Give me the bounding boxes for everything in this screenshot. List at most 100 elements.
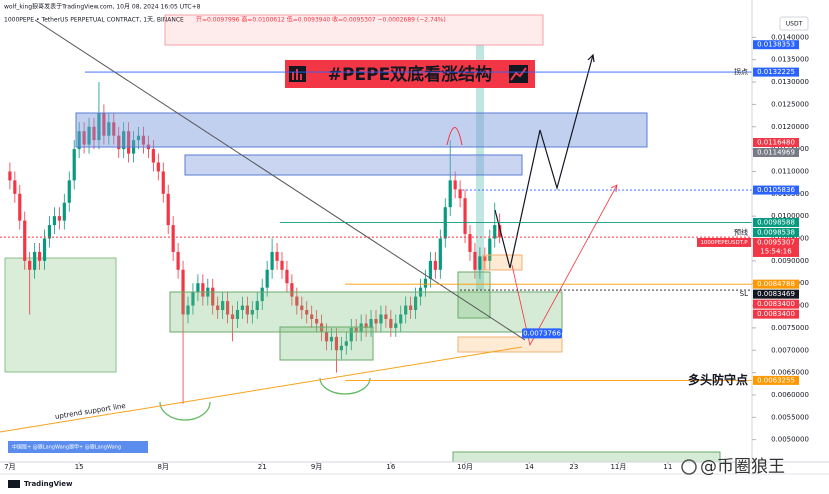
candle-body bbox=[151, 149, 155, 163]
candle-body bbox=[62, 202, 66, 221]
candle-body bbox=[141, 135, 146, 145]
zone bbox=[164, 14, 544, 46]
candle-body bbox=[166, 193, 170, 226]
candle-body bbox=[245, 305, 249, 315]
candle-body bbox=[250, 310, 254, 315]
price-tag-label: 0.0105836 bbox=[757, 186, 795, 194]
candle-body bbox=[359, 323, 363, 333]
x-tick-label: 11 bbox=[663, 463, 672, 471]
price-tag-label: 0.0095307 bbox=[757, 238, 795, 246]
candle-body bbox=[156, 162, 160, 172]
candle-body bbox=[211, 287, 215, 306]
candle-body bbox=[329, 336, 334, 342]
candle-body bbox=[423, 278, 428, 288]
zone bbox=[457, 336, 563, 353]
candle-body bbox=[176, 251, 180, 270]
price-tag bbox=[753, 289, 799, 299]
chart-title: #PEPE双底看涨结构 bbox=[328, 64, 492, 85]
price-tag bbox=[753, 237, 799, 257]
candle-body bbox=[344, 341, 348, 346]
price-tag bbox=[753, 375, 799, 385]
candle-body bbox=[255, 301, 259, 311]
watermark-icon bbox=[681, 459, 697, 475]
price-tag-label: 0.0098588 bbox=[757, 218, 795, 226]
candle-body bbox=[493, 225, 497, 239]
price-tag bbox=[753, 40, 799, 50]
candle-body bbox=[230, 314, 235, 319]
candle-body bbox=[127, 131, 131, 154]
price-tag-label: 0.0098538 bbox=[757, 228, 795, 236]
candle-body bbox=[354, 327, 358, 333]
candle-body bbox=[52, 216, 57, 226]
top-arc bbox=[446, 127, 463, 146]
drawings: uptrend support line #PEPE双底看涨结构 bbox=[0, 19, 721, 463]
candle-body bbox=[389, 318, 393, 328]
candle-body bbox=[369, 318, 373, 328]
candle-body bbox=[409, 305, 413, 311]
ohlc: 开=0.0097996 高=0.0100612 低=0.0093940 收=0.… bbox=[196, 16, 446, 24]
price-tag-label: 0.0083400 bbox=[757, 300, 795, 308]
candle-body bbox=[235, 310, 240, 319]
candle-body bbox=[364, 323, 368, 328]
candle-body bbox=[280, 260, 284, 270]
price-note: 多头防守点 bbox=[688, 372, 748, 387]
symbol-tag bbox=[697, 237, 751, 247]
symbol-label: 1000PEPEUSDT.P bbox=[700, 240, 748, 246]
y-tick-label: 0.0090000 bbox=[771, 257, 809, 265]
y-tick-label: 0.0060000 bbox=[771, 391, 809, 399]
candle-body bbox=[191, 292, 195, 306]
watermark: @币圈狼王 bbox=[700, 457, 785, 477]
y-tick-label: 0.0130000 bbox=[771, 78, 809, 86]
candle-body bbox=[334, 336, 339, 351]
double-bottom-arc bbox=[319, 377, 371, 395]
chart-icon bbox=[289, 66, 306, 82]
candle-body bbox=[463, 198, 467, 235]
zone bbox=[476, 45, 484, 290]
price-tag-label: 0.0116480 bbox=[757, 138, 795, 146]
candle-body bbox=[57, 216, 61, 221]
candle-body bbox=[270, 251, 274, 270]
y-tick-label: 0.0120000 bbox=[771, 123, 809, 131]
price-axis bbox=[752, 0, 829, 474]
candle-body bbox=[498, 225, 502, 238]
y-tick-label: 0.0140000 bbox=[771, 33, 809, 41]
price-tag bbox=[753, 137, 799, 147]
y-tick-label: 0.0065000 bbox=[771, 369, 809, 377]
y-tick-label: 0.0135000 bbox=[771, 56, 809, 64]
candle-body bbox=[275, 251, 279, 261]
x-tick-label: 11月 bbox=[610, 463, 626, 471]
candle-body bbox=[33, 251, 37, 270]
candle-body bbox=[112, 122, 116, 136]
candle-body bbox=[413, 296, 418, 311]
candle-body bbox=[473, 251, 477, 270]
price-tag bbox=[753, 185, 799, 195]
branding: TradingView bbox=[24, 480, 73, 488]
y-tick-label: 0.0110000 bbox=[771, 167, 809, 175]
candle-body bbox=[37, 251, 42, 261]
candle-body bbox=[478, 256, 482, 270]
candle-body bbox=[77, 131, 81, 150]
price-tag bbox=[753, 227, 799, 237]
candle-body bbox=[42, 238, 47, 261]
candle-body bbox=[285, 269, 289, 284]
x-tick-label: 10月 bbox=[457, 463, 473, 471]
x-tick-label: 21 bbox=[258, 463, 267, 471]
publisher: wolf_king狼哥发表于TradingView.com, 10月 08, 2… bbox=[4, 3, 201, 11]
candle-body bbox=[384, 314, 388, 319]
candle-body bbox=[72, 149, 76, 181]
candle-body bbox=[136, 135, 141, 141]
candle-body bbox=[196, 283, 200, 293]
countdown: 15:54:16 bbox=[760, 247, 792, 255]
title-banner bbox=[285, 60, 535, 88]
currency-box bbox=[779, 16, 809, 31]
logo bbox=[8, 480, 20, 488]
candle-body bbox=[97, 113, 101, 141]
currency: USDT bbox=[786, 21, 803, 28]
x-tick-label: 9月 bbox=[311, 463, 322, 471]
x-tick-label: 8月 bbox=[158, 463, 169, 471]
candle-body bbox=[92, 126, 96, 141]
price-tag bbox=[753, 309, 799, 319]
candle-body bbox=[240, 305, 245, 311]
candle-body bbox=[161, 171, 165, 194]
candle-body bbox=[171, 225, 175, 252]
